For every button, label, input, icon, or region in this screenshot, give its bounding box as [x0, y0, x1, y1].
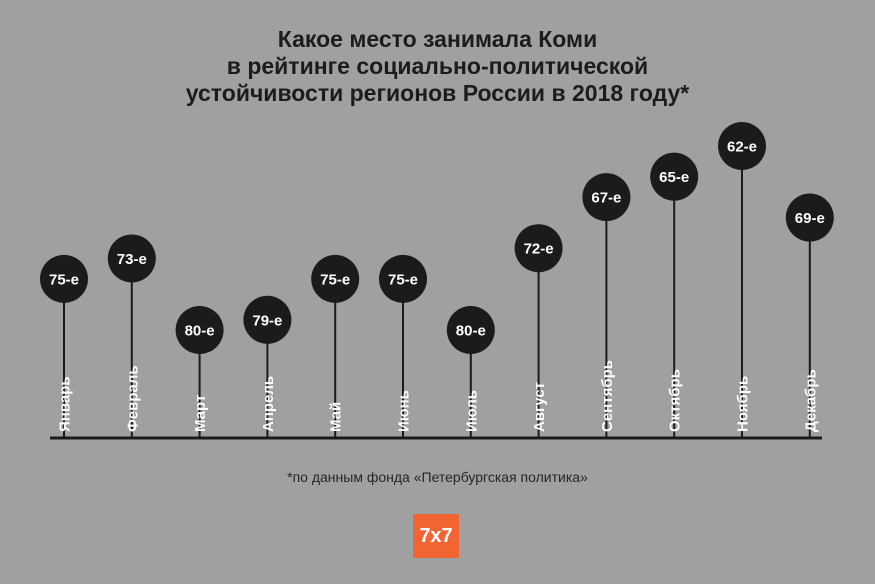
- marker-6: [446, 306, 495, 354]
- value-label-3: 79-е: [252, 312, 282, 329]
- category-label-1: Февраль: [124, 365, 141, 432]
- category-label-10: Ноябрь: [735, 376, 752, 432]
- chart-title-line-2: в рейтинге социально-политической: [226, 53, 649, 79]
- value-label-0: 75-е: [49, 271, 79, 288]
- marker-0: [40, 254, 88, 303]
- brand-logo[interactable]: 7x7: [413, 514, 459, 558]
- category-label-2: Март: [192, 395, 209, 432]
- marker-7: [514, 224, 563, 273]
- value-label-9: 65-е: [659, 169, 689, 186]
- value-label-4: 75-е: [320, 271, 350, 288]
- marker-3: [243, 295, 292, 344]
- value-label-8: 67-е: [591, 190, 621, 207]
- marker-9: [650, 152, 699, 201]
- category-label-3: Апрель: [260, 376, 277, 432]
- category-label-6: Июль: [463, 390, 480, 432]
- category-label-9: Октябрь: [667, 369, 684, 432]
- chart-title-line-1: Какое место занимала Коми: [277, 26, 598, 52]
- marker-2: [175, 306, 224, 354]
- category-label-5: Июнь: [396, 390, 413, 432]
- marker-4: [311, 254, 360, 303]
- category-label-4: Май: [328, 402, 345, 432]
- category-label-7: Август: [531, 382, 548, 432]
- value-label-11: 69-е: [795, 210, 825, 227]
- marker-10: [718, 122, 766, 170]
- value-label-7: 72-е: [524, 241, 554, 258]
- chart-title: Какое место занимала Коми в рейтинге соц…: [0, 26, 875, 107]
- value-label-2: 80-е: [185, 323, 215, 340]
- marker-5: [379, 254, 427, 303]
- marker-8: [582, 173, 631, 222]
- value-label-1: 73-е: [117, 251, 147, 268]
- category-label-0: Январь: [57, 376, 74, 432]
- marker-11: [785, 193, 834, 242]
- marker-1: [107, 234, 156, 283]
- footnote: *по данным фонда «Петербургская политика…: [287, 469, 588, 485]
- value-label-10: 62-е: [727, 139, 757, 156]
- category-label-11: Декабрь: [802, 369, 819, 432]
- category-label-8: Сентябрь: [599, 360, 616, 432]
- chart-title-line-3: устойчивости регионов России в 2018 году…: [185, 80, 690, 106]
- value-label-6: 80-е: [456, 323, 486, 340]
- value-label-5: 75-е: [388, 271, 418, 288]
